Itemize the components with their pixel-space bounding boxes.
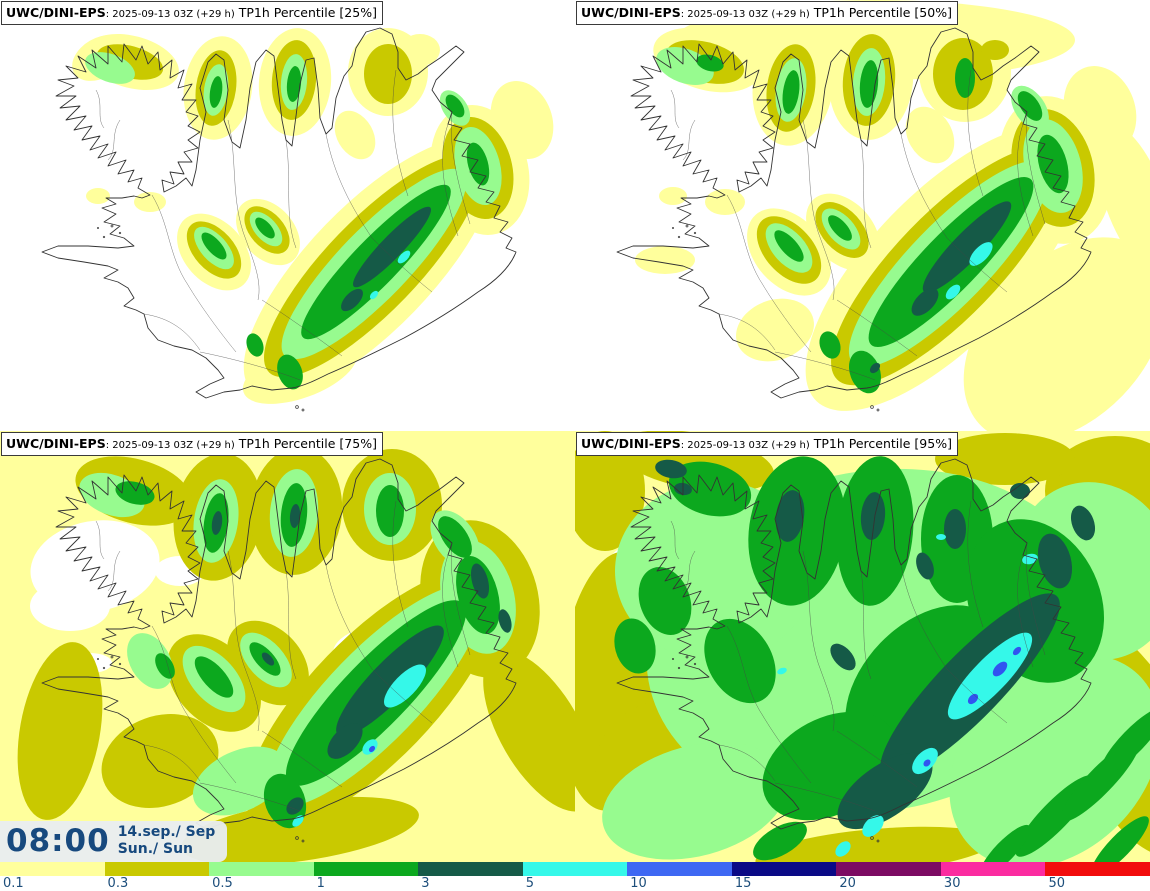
legend-label-30: 30 bbox=[943, 876, 961, 891]
panel-title-75: UWC/DINI-EPS: 2025-09-13 03Z (+29 h) TP1h… bbox=[1, 432, 383, 456]
legend-bar bbox=[0, 862, 1150, 876]
legend-label-3: 3 bbox=[421, 876, 430, 891]
product-name: TP1h Percentile [75%] bbox=[238, 436, 377, 451]
model-name: UWC/DINI-EPS bbox=[581, 436, 681, 451]
run-info: : 2025-09-13 03Z (+29 h) bbox=[105, 440, 235, 451]
legend-label-10: 10 bbox=[630, 876, 647, 891]
legend-segment-3 bbox=[418, 862, 523, 876]
model-name: UWC/DINI-EPS bbox=[6, 436, 106, 451]
time-overlay: 08:00 14.sep./ Sep Sun./ Sun bbox=[0, 821, 228, 862]
legend-label-0.3: 0.3 bbox=[107, 876, 129, 891]
run-info: : 2025-09-13 03Z (+29 h) bbox=[105, 9, 235, 20]
legend-label-20: 20 bbox=[839, 876, 856, 891]
legend-segment-1 bbox=[313, 862, 419, 876]
map-panel-25: UWC/DINI-EPS: 2025-09-13 03Z (+29 h) TP1h… bbox=[0, 0, 575, 431]
legend-label-0.1: 0.1 bbox=[3, 876, 24, 891]
legend-segment-0.1 bbox=[0, 862, 105, 876]
product-name: TP1h Percentile [95%] bbox=[813, 436, 952, 451]
model-name: UWC/DINI-EPS bbox=[6, 5, 106, 20]
map-panel-50: UWC/DINI-EPS: 2025-09-13 03Z (+29 h) TP1h… bbox=[575, 0, 1150, 431]
precipitation-map-95 bbox=[575, 431, 1150, 862]
panel-title-50: UWC/DINI-EPS: 2025-09-13 03Z (+29 h) TP1h… bbox=[576, 1, 958, 25]
precipitation-map-50 bbox=[616, 0, 1150, 431]
legend-segment-30 bbox=[940, 862, 1046, 876]
panel-title-25: UWC/DINI-EPS: 2025-09-13 03Z (+29 h) TP1h… bbox=[1, 1, 383, 25]
precipitation-map-25 bbox=[41, 27, 554, 412]
product-name: TP1h Percentile [25%] bbox=[238, 5, 377, 20]
legend-labels: 0.1 0.3 0.5 1 3 5 10 15 20 30 50 bbox=[0, 876, 1150, 891]
legend: 0.1 0.3 0.5 1 3 5 10 15 20 30 50 bbox=[0, 862, 1150, 891]
panel-grid: UWC/DINI-EPS: 2025-09-13 03Z (+29 h) TP1h… bbox=[0, 0, 1150, 862]
clock-time: 08:00 bbox=[6, 823, 110, 859]
legend-label-50: 50 bbox=[1048, 876, 1066, 891]
date-line: 14.sep./ Sep bbox=[117, 824, 216, 840]
legend-segment-0.5 bbox=[209, 862, 314, 876]
legend-segment-0.3 bbox=[104, 862, 210, 876]
legend-label-15: 15 bbox=[734, 876, 752, 891]
panel-title-95: UWC/DINI-EPS: 2025-09-13 03Z (+29 h) TP1h… bbox=[576, 432, 958, 456]
day-line: Sun./ Sun bbox=[117, 841, 194, 857]
legend-label-5: 5 bbox=[525, 876, 535, 891]
legend-segment-20 bbox=[836, 862, 941, 876]
date-block: 14.sep./ Sep Sun./ Sun bbox=[118, 824, 216, 858]
map-panel-75: UWC/DINI-EPS: 2025-09-13 03Z (+29 h) TP1h… bbox=[0, 431, 575, 862]
model-name: UWC/DINI-EPS bbox=[581, 5, 681, 20]
legend-label-0.5: 0.5 bbox=[212, 876, 233, 891]
legend-segment-15 bbox=[731, 862, 837, 876]
legend-segment-5 bbox=[522, 862, 628, 876]
map-panel-95: UWC/DINI-EPS: 2025-09-13 03Z (+29 h) TP1h… bbox=[575, 431, 1150, 862]
run-info: : 2025-09-13 03Z (+29 h) bbox=[680, 440, 810, 451]
product-name: TP1h Percentile [50%] bbox=[813, 5, 952, 20]
run-info: : 2025-09-13 03Z (+29 h) bbox=[680, 9, 810, 20]
precipitation-map-75 bbox=[0, 431, 575, 862]
legend-segment-50 bbox=[1045, 862, 1150, 876]
legend-label-1: 1 bbox=[316, 876, 325, 891]
legend-segment-10 bbox=[627, 862, 732, 876]
